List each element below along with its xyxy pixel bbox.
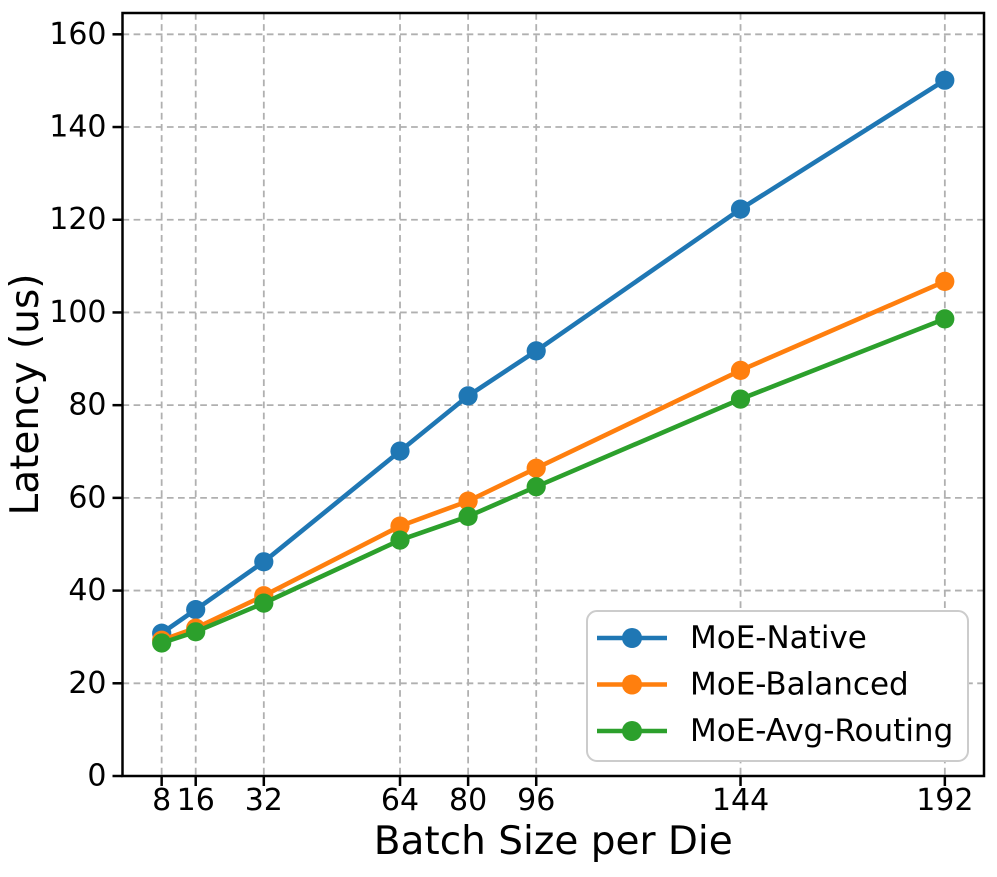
y-axis: 0 20 40 60 80 100 120 140 160 (49, 17, 123, 794)
legend-label: MoE-Native (690, 620, 867, 656)
x-tick-label: 80 (449, 783, 487, 818)
data-point-marker (730, 389, 751, 409)
data-point-marker (254, 552, 274, 572)
legend-marker-sample (622, 628, 642, 648)
legend-marker-sample (622, 674, 642, 695)
x-tick-label: 64 (381, 783, 419, 818)
data-point-marker (390, 516, 410, 536)
data-point-marker (526, 341, 546, 361)
x-tick-label: 16 (177, 783, 215, 818)
x-tick-label: 144 (712, 783, 769, 818)
series-moe-native (152, 70, 955, 643)
x-axis: 8 16 32 64 80 96 144 192 (152, 776, 973, 818)
x-axis-label: Batch Size per Die (374, 819, 733, 864)
y-tick-label: 40 (68, 573, 106, 608)
data-point-marker (526, 458, 546, 478)
legend-box (586, 610, 969, 762)
y-tick-label: 20 (68, 666, 106, 701)
legend-entry-moe-balanced: MoE-Balanced (597, 667, 909, 703)
plot-frame (121, 11, 986, 778)
data-point-marker (730, 199, 751, 219)
data-point-marker (935, 271, 955, 291)
series-line (159, 279, 948, 643)
y-tick-label: 140 (49, 110, 106, 145)
data-point-marker (458, 386, 478, 406)
y-axis-label: Latency (us) (3, 273, 48, 515)
data-point-marker (186, 622, 206, 642)
legend-entry-moe-native: MoE-Native (597, 620, 867, 656)
y-tick-label: 80 (68, 388, 106, 423)
legend-marker-sample (622, 721, 642, 741)
data-point-marker (254, 593, 274, 613)
legend-label: MoE-Balanced (690, 667, 909, 703)
y-tick-label: 60 (68, 480, 106, 515)
x-tick-label: 32 (245, 783, 283, 818)
series-line (159, 77, 948, 636)
y-tick-label: 0 (87, 759, 106, 794)
data-point-marker (152, 633, 172, 653)
x-tick-label: 192 (916, 783, 973, 818)
data-point-marker (390, 530, 410, 550)
y-tick-label: 100 (49, 295, 106, 330)
legend-label: MoE-Avg-Routing (690, 713, 953, 749)
data-point-marker (458, 506, 478, 526)
data-point-marker (935, 309, 955, 329)
data-point-marker (730, 360, 751, 380)
series-moe-avg-routing (152, 309, 955, 653)
data-point-marker (458, 491, 478, 511)
x-tick-label: 8 (152, 783, 171, 818)
legend-entry-moe-avg-routing: MoE-Avg-Routing (597, 713, 953, 749)
data-point-marker (390, 441, 410, 461)
data-point-marker (526, 477, 546, 497)
series-moe-balanced (152, 271, 955, 650)
y-tick-label: 120 (49, 202, 106, 237)
data-point-marker (935, 70, 955, 90)
x-tick-label: 96 (517, 783, 555, 818)
legend: MoE-Native MoE-Balanced MoE-Avg-Routing (586, 610, 969, 762)
data-point-marker (186, 600, 206, 620)
y-tick-label: 160 (49, 17, 106, 52)
series-line (159, 316, 948, 646)
